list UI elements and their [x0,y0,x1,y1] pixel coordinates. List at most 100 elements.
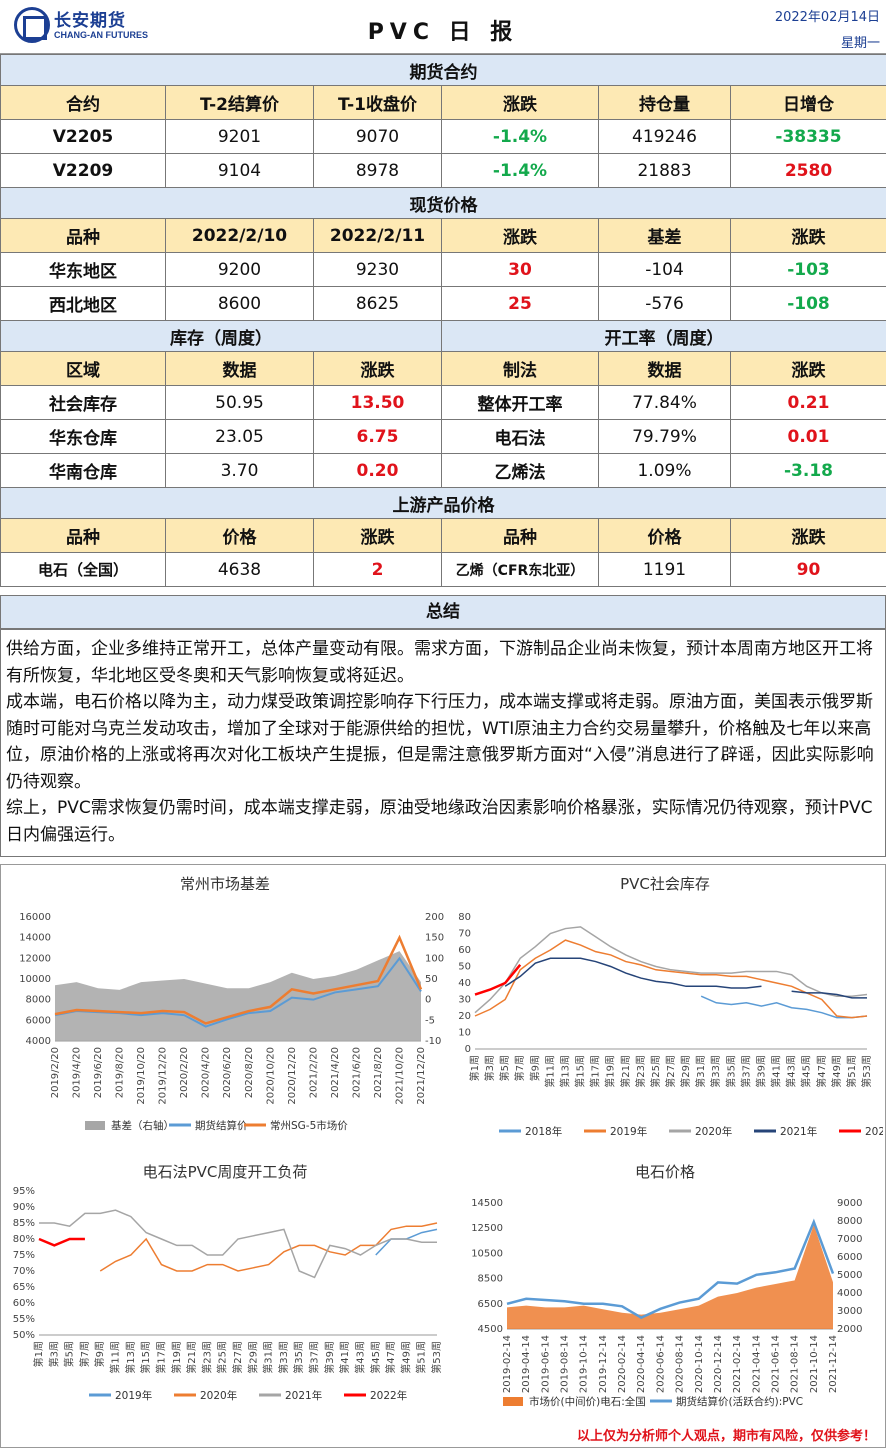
y-tick-label: 10000 [19,974,51,985]
x-tick-label: 第23周 [634,1055,647,1088]
series-line [504,957,867,999]
x-tick-label: 第17周 [589,1055,602,1088]
futures-section-title: 期货合约 [0,54,886,86]
y-tick-label: 6500 [478,1299,503,1310]
col-header: 合约 [0,85,166,120]
y-tick-label: 4500 [478,1324,503,1335]
region-name: 西北地区 [0,286,166,321]
x-tick-label: 第29周 [246,1341,259,1374]
y2-tick-label: 150 [425,933,444,944]
price-prev: 9200 [165,252,314,287]
inventory-change: 0.20 [313,453,442,488]
x-tick-label: 2020/12/20 [287,1047,298,1105]
x-tick-label: 第25周 [216,1341,229,1374]
x-tick-label: 2020-06-14 [655,1335,666,1393]
legend-label: 市场价(中间价)电石:全国 [529,1395,646,1408]
legend-label: 期货结算价(活跃合约):PVC [676,1395,803,1408]
col-header: 涨跌 [730,218,886,253]
x-tick-label: 2019/12/20 [158,1047,169,1105]
col-header: 数据 [165,351,314,386]
region-name: 华东地区 [0,252,166,287]
legend-label: 2019年 [115,1389,152,1402]
contract-name: V2205 [0,119,166,154]
col-header: 日增仓 [730,85,886,120]
x-tick-label: 第39周 [754,1055,767,1088]
x-tick-label: 2021/12/20 [416,1047,427,1105]
x-tick-label: 2020/6/20 [222,1047,233,1098]
col-header: 区域 [0,351,166,386]
summary-section-title: 总结 [0,595,886,629]
company-name-en: CHANG-AN FUTURES [54,30,148,40]
report-weekday: 星期一 [840,36,880,51]
x-tick-label: 第5周 [498,1055,511,1081]
x-tick-label: 2019-02-14 [502,1335,513,1393]
y-tick-label: 70 [458,929,471,940]
x-tick-label: 第11周 [543,1055,556,1088]
x-tick-label: 第21周 [619,1055,632,1088]
x-tick-label: 第33周 [277,1341,290,1374]
open-interest: 21883 [598,153,731,188]
legend-label: 2022年 [370,1389,407,1402]
price-cur: 8625 [313,286,442,321]
x-tick-label: 第47周 [384,1341,397,1374]
x-tick-label: 第45周 [369,1341,382,1374]
y-tick-label: 40 [458,978,471,989]
x-tick-label: 2019/10/20 [136,1047,147,1105]
table-row: 华东仓库 23.05 6.75 电石法 79.79% 0.01 [0,419,886,454]
y2-tick-label: -10 [425,1036,441,1047]
x-tick-label: 2019/4/20 [72,1047,83,1098]
table-row: 华东地区 9200 9230 30 -104 -103 [0,252,886,287]
x-tick-label: 第51周 [845,1055,858,1088]
chart-title: PVC社会库存 [620,875,710,893]
col-header: T-2结算价 [165,85,314,120]
x-tick-label: 第21周 [185,1341,198,1374]
y2-tick-label: 5000 [837,1270,862,1281]
y2-tick-label: 50 [425,974,438,985]
col-header: 品种 [441,518,599,553]
inventory-area: 华东仓库 [0,419,166,454]
x-tick-label: 第47周 [815,1055,828,1088]
basis-change: -103 [730,252,886,287]
y-tick-label: 80 [458,912,471,923]
series-line [700,995,868,1019]
summary-text: 供给方面，企业多维持正常开工，总体产量变动有限。需求方面，下游制品企业尚未恢复，… [0,629,886,857]
x-tick-label: 2021/8/20 [373,1047,384,1098]
change-value: 30 [441,252,599,287]
summary-paragraph: 供给方面，企业多维持正常开工，总体产量变动有限。需求方面，下游制品企业尚未恢复，… [6,639,873,686]
operating-rate: 77.84% [598,385,731,420]
x-tick-label: 2021-06-14 [770,1335,781,1393]
legend-label: 2021年 [780,1125,817,1138]
col-header: 涨跌 [730,518,886,553]
oi-change: -38335 [730,119,886,154]
inventory-value: 23.05 [165,419,314,454]
series-line [474,926,868,1014]
x-tick-label: 2019-08-14 [560,1335,571,1393]
x-tick-label: 第7周 [513,1055,526,1081]
company-name-cn: 长安期货 [54,11,126,31]
x-tick-label: 2019-04-14 [521,1335,532,1393]
legend-label: 基差（右轴） [111,1119,174,1132]
product-price: 4638 [165,552,314,587]
upstream-section-title: 上游产品价格 [0,487,886,519]
y2-tick-label: 9000 [837,1198,862,1209]
y-tick-label: 8500 [478,1274,503,1285]
inventory-chart: PVC社会库存01020304050607080第1周 第3周 第5周 第7周 第9周第… [458,875,883,1138]
legend-label: 2020年 [200,1389,237,1402]
col-header: 价格 [165,518,314,553]
y2-tick-label: 8000 [837,1216,862,1227]
y-tick-label: 80% [13,1234,35,1245]
legend-label: 2018年 [525,1125,562,1138]
x-tick-label: 第39周 [323,1341,336,1374]
summary-paragraph: 成本端，电石价格以降为主，动力煤受政策调控影响存下行压力，成本端支撑或将走弱。原… [6,692,874,792]
x-tick-label: 第45周 [800,1055,813,1088]
inventory-area: 华南仓库 [0,453,166,488]
col-header: 涨跌 [441,218,599,253]
y-tick-label: 50 [458,962,471,973]
y-tick-label: 12500 [471,1223,503,1234]
x-tick-label: 2021/4/20 [330,1047,341,1098]
spot-header-row: 品种 2022/2/10 2022/2/11 涨跌 基差 涨跌 [0,218,886,253]
chart-title: 电石价格 [635,1163,695,1181]
x-tick-label: 2019-10-14 [579,1335,590,1393]
product-name: 电石（全国） [0,552,166,587]
method-name: 电石法 [441,419,599,454]
